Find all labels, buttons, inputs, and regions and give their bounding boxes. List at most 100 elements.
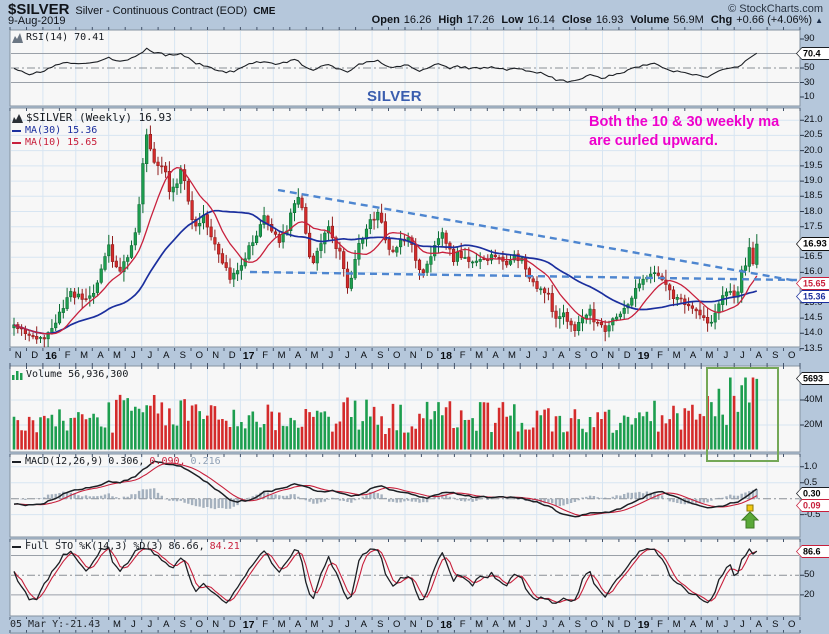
month-label: A — [689, 619, 697, 630]
month-label: J — [345, 619, 350, 630]
month-label: M — [277, 350, 286, 361]
month-label: F — [262, 619, 268, 630]
macd-value-callout: 0.30 — [796, 487, 829, 500]
volume-axis-label: 40M — [804, 394, 823, 405]
quote-date: 9-Aug-2019 — [8, 15, 66, 27]
ma30-line-icon — [12, 129, 21, 132]
month-label: J — [131, 350, 136, 361]
price-axis-label: 20.0 — [804, 144, 823, 156]
macd-axis-label: 0.5 — [804, 476, 818, 488]
price-legend-text: $SILVER (Weekly) 16.93 — [26, 111, 172, 124]
month-label: S — [772, 350, 779, 361]
stockcharts-credit: © StockCharts.com — [728, 3, 823, 15]
month-label: J — [328, 350, 334, 361]
bottom-left-date-label: 05 Mar Y:-21.43 — [10, 619, 105, 630]
rsi-axis-label: 10 — [804, 91, 815, 102]
month-label: J — [542, 350, 548, 361]
macd-signal-callout: 0.09 — [796, 499, 829, 512]
low-value: 16.14 — [527, 14, 555, 26]
exchange-label: CME — [253, 6, 276, 17]
month-label: M — [310, 619, 319, 630]
volume-value-callout: 5693 — [796, 372, 829, 385]
sto-axis-label: 20 — [804, 588, 815, 600]
month-label: A — [294, 619, 302, 630]
open-label: Open — [371, 14, 400, 26]
price-axis-label: 14.5 — [804, 312, 823, 324]
ma30-legend-text: MA(30) 15.36 — [25, 125, 98, 136]
month-label: A — [558, 350, 565, 361]
sto-line-icon — [12, 545, 21, 548]
price-axis-label: 18.0 — [804, 205, 823, 217]
month-label: J — [740, 350, 745, 361]
month-label: 17 — [242, 619, 255, 631]
month-label: 19 — [637, 619, 650, 631]
month-label: D — [623, 619, 631, 630]
sto-k-value: 86.66, — [168, 541, 205, 552]
price-axis-label: 16.5 — [804, 251, 823, 263]
volume-axis-label: 20M — [804, 419, 823, 430]
price-axis-label: 19.5 — [804, 159, 823, 171]
rsi-legend-text: RSI(14) 70.41 — [26, 32, 105, 43]
ma10-line-icon — [12, 141, 21, 144]
macd-legend: MACD(12,26,9) 0.306, 0.090, 0.216 — [12, 456, 221, 467]
month-label: M — [508, 350, 516, 361]
month-label: A — [163, 350, 170, 361]
month-label: J — [526, 350, 531, 361]
month-label: F — [262, 350, 268, 361]
month-label: O — [788, 350, 796, 361]
month-label: J — [542, 619, 548, 630]
month-label: J — [723, 350, 729, 361]
macd-axis-label: -0.5 — [804, 508, 821, 520]
month-label: J — [740, 619, 745, 630]
annotation-text: Both the 10 & 30 weekly ma are curled up… — [589, 113, 779, 151]
month-label: S — [179, 619, 186, 630]
open-value: 16.26 — [403, 14, 432, 26]
month-label: D — [228, 350, 236, 361]
annotation-line1: Both the 10 & 30 weekly ma — [589, 114, 780, 130]
month-label: N — [212, 619, 220, 630]
rsi-axis-label: 50 — [804, 62, 815, 73]
month-label: S — [377, 619, 384, 630]
month-label: M — [310, 350, 319, 361]
symbol-title: $SILVER — [8, 1, 70, 18]
month-label: O — [393, 619, 401, 630]
price-axis-label: 14.0 — [804, 327, 823, 339]
month-label: J — [328, 619, 334, 630]
month-label: O — [393, 350, 401, 361]
month-label: N — [607, 619, 615, 630]
ma10-legend-text: MA(10) 15.65 — [25, 137, 98, 148]
month-label: D — [31, 350, 39, 361]
price-axis-label: 19.0 — [804, 175, 823, 187]
month-label: A — [755, 619, 762, 630]
price-axis-label: 18.5 — [804, 190, 823, 202]
high-label: High — [438, 14, 463, 26]
month-label: D — [623, 350, 631, 361]
month-label: J — [147, 350, 153, 361]
month-label: 18 — [440, 350, 452, 362]
month-label: 16 — [45, 350, 57, 362]
month-label: M — [80, 350, 89, 361]
month-label: F — [657, 350, 663, 361]
month-label: J — [723, 619, 729, 630]
month-label: M — [705, 350, 714, 361]
month-label: 18 — [440, 619, 452, 631]
volume-legend-text: Volume 56,936,300 — [26, 369, 129, 380]
month-label: 19 — [637, 350, 650, 362]
sto-legend: Full STO %K(14,3) %D(3) 86.66, 84.21 — [12, 541, 240, 552]
month-label: S — [377, 350, 384, 361]
month-label: A — [294, 350, 302, 361]
macd-legend-label: MACD(12,26,9) — [25, 456, 104, 467]
instrument-name: Silver - Continuous Contract (EOD) — [75, 5, 248, 17]
month-label: J — [147, 619, 153, 630]
volume-label: Volume — [630, 14, 670, 26]
month-label: A — [492, 350, 499, 361]
month-label: O — [195, 619, 203, 630]
high-value: 17.26 — [466, 14, 495, 26]
rsi-legend: RSI(14) 70.41 — [12, 32, 104, 43]
month-label: M — [705, 619, 714, 630]
month-label: M — [508, 619, 516, 630]
month-label: J — [526, 619, 531, 630]
price-legend: $SILVER (Weekly) 16.93 — [12, 111, 172, 124]
macd-hist-value: 0.216 — [190, 456, 221, 467]
